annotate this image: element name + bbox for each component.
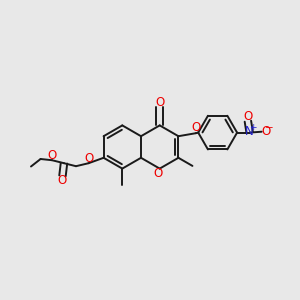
Text: O: O (243, 110, 252, 124)
Text: O: O (261, 125, 271, 139)
Text: O: O (48, 149, 57, 162)
Text: O: O (84, 152, 94, 165)
Text: O: O (192, 121, 201, 134)
Text: O: O (153, 167, 163, 180)
Text: +: + (249, 123, 256, 132)
Text: O: O (57, 173, 67, 187)
Text: N: N (245, 125, 254, 139)
Text: O: O (155, 96, 165, 109)
Text: −: − (265, 123, 274, 133)
